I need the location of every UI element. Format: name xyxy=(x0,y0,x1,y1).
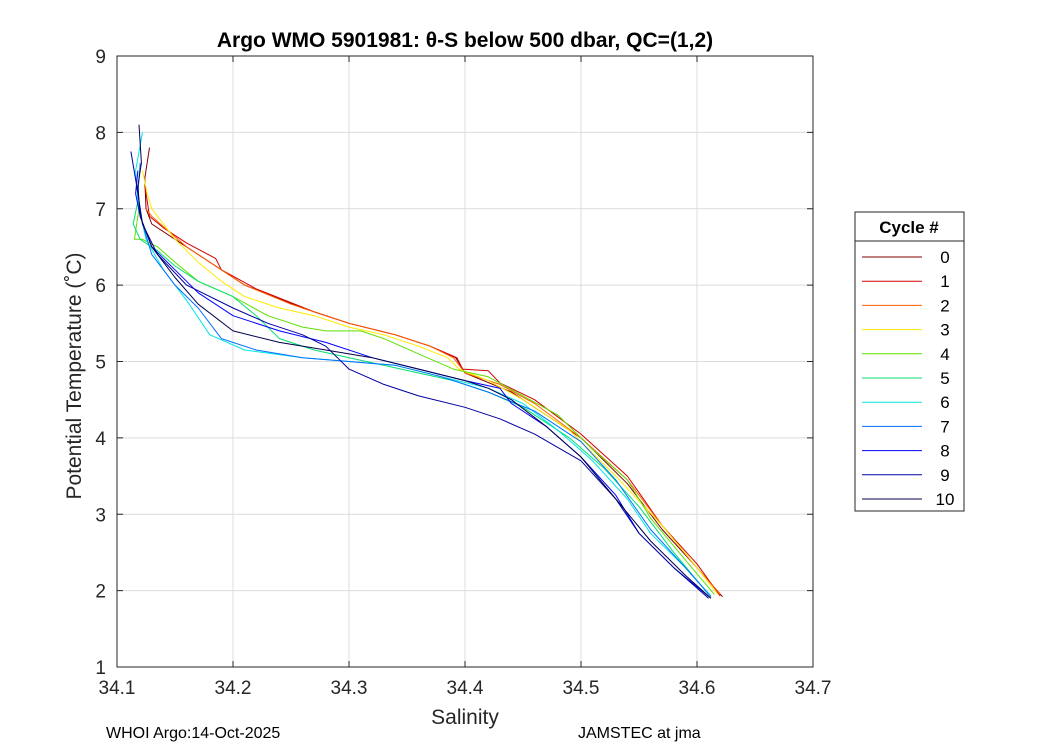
legend-label-cycle-6: 6 xyxy=(940,393,949,412)
y-tick-label: 3 xyxy=(95,505,106,526)
legend-label-cycle-2: 2 xyxy=(940,296,949,315)
legend-box xyxy=(854,211,965,512)
y-tick-label: 9 xyxy=(95,47,106,68)
y-tick-label: 5 xyxy=(95,353,106,374)
y-tick-label: 8 xyxy=(95,123,106,144)
legend-label-cycle-1: 1 xyxy=(940,272,949,291)
x-tick-label: 34.1 xyxy=(99,678,136,699)
legend-label-cycle-10: 10 xyxy=(936,490,955,509)
legend-label-cycle-8: 8 xyxy=(940,442,949,461)
y-tick-label: 1 xyxy=(95,658,106,679)
y-tick-label: 6 xyxy=(95,276,106,297)
legend-label-cycle-4: 4 xyxy=(940,345,949,364)
x-tick-label: 34.5 xyxy=(563,678,600,699)
legend-title: Cycle # xyxy=(879,218,939,237)
series-line-cycle-4 xyxy=(133,208,715,595)
legend-label-cycle-0: 0 xyxy=(940,248,949,267)
legend-entries: 0 1 2 3 4 5 6 7 8 9 10 xyxy=(862,248,954,509)
series-line-cycle-10 xyxy=(137,124,712,599)
x-tick-label: 34.2 xyxy=(215,678,252,699)
legend-label-cycle-3: 3 xyxy=(940,321,949,340)
y-tick-label: 4 xyxy=(95,429,106,450)
y-axis-label: Potential Temperature (˚C) xyxy=(63,252,86,499)
y-tick-label: 7 xyxy=(95,200,106,221)
x-tick-label: 34.6 xyxy=(679,678,716,699)
data-series xyxy=(130,124,723,599)
x-tick-label: 34.7 xyxy=(795,678,832,699)
x-axis-label: Salinity xyxy=(431,706,499,729)
grid-lines xyxy=(117,56,813,667)
x-tick-label: 34.4 xyxy=(447,678,484,699)
legend-label-cycle-5: 5 xyxy=(940,369,949,388)
axis-ticks: 34.1 34.2 34.3 34.4 34.5 34.6 34.7 1 2 3 4 5 6 7 8 9 xyxy=(95,47,831,699)
footer-credit: JAMSTEC at jma xyxy=(578,725,701,742)
series-line-cycle-5 xyxy=(132,200,709,595)
legend-label-cycle-7: 7 xyxy=(940,417,949,436)
legend: Cycle # 0 1 2 3 4 5 6 7 8 9 10 xyxy=(854,211,965,512)
series-line-cycle-7 xyxy=(137,162,712,598)
series-line-cycle-3 xyxy=(142,170,719,595)
legend-label-cycle-9: 9 xyxy=(940,466,949,485)
footer-source: WHOI Argo:14-Oct-2025 xyxy=(106,725,281,742)
x-tick-label: 34.3 xyxy=(331,678,368,699)
y-tick-label: 2 xyxy=(95,582,106,603)
chart-title: Argo WMO 5901981: θ-S below 500 dbar, QC… xyxy=(217,29,713,52)
